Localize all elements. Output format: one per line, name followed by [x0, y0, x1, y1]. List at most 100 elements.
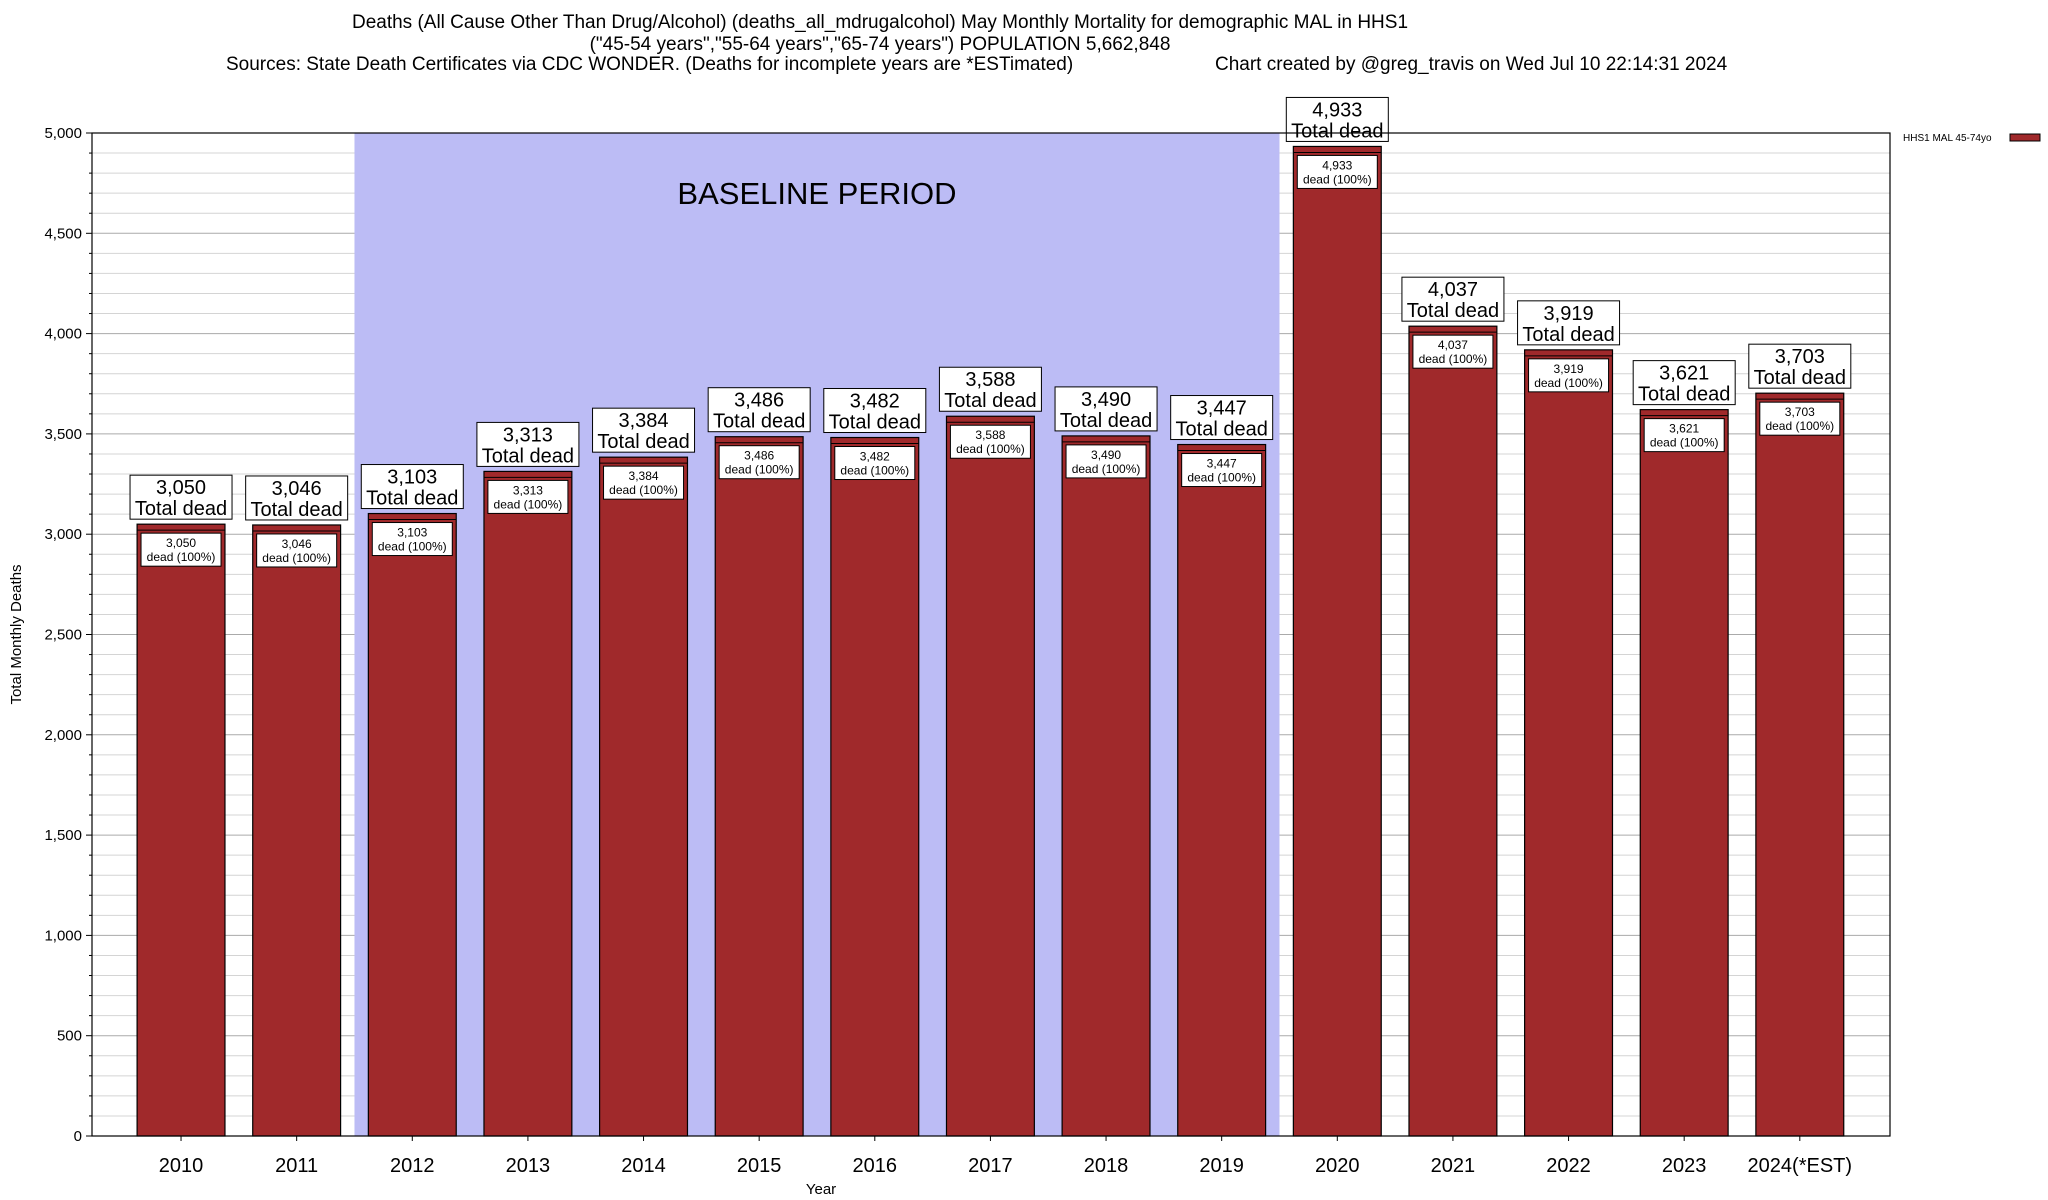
- y-tick-label: 3,500: [44, 426, 82, 443]
- bar-top-value-label: 3,103: [387, 467, 437, 489]
- bar-inner-value-label: 3,703: [1785, 405, 1815, 419]
- x-tick-label: 2013: [506, 1155, 551, 1177]
- bar-top-value-label: 3,490: [1081, 389, 1131, 411]
- bar-top-total-label: Total dead: [135, 498, 227, 520]
- bar: [1524, 349, 1614, 1137]
- legend: HHS1 MAL 45-74yo: [1903, 133, 2041, 144]
- x-tick-label: 2012: [390, 1155, 435, 1177]
- y-tick-label: 4,000: [44, 326, 82, 343]
- bar: [483, 470, 573, 1137]
- bar-inner-label-box: [1065, 444, 1147, 479]
- bar-inner-pct-label: dead (100%): [725, 463, 794, 477]
- bar: [367, 512, 457, 1137]
- bar-inner-label-box: [1643, 418, 1725, 453]
- bar-top-value-label: 3,486: [734, 390, 784, 412]
- bar-top-label-box: [1517, 300, 1621, 346]
- bar-top-total-label: Total dead: [251, 499, 343, 521]
- bar-top-value-label: 3,703: [1775, 346, 1825, 368]
- bar-top-label-box: [360, 464, 464, 510]
- bar-top-label-box: [592, 407, 696, 453]
- bar-top-label-box: [129, 474, 233, 520]
- bar-top-value-label: 3,046: [272, 478, 322, 500]
- bar-inner-label-box: [256, 533, 338, 568]
- bar-top-value-label: 3,384: [619, 410, 669, 432]
- x-tick-label: 2023: [1662, 1155, 1707, 1177]
- bar-inner-value-label: 4,037: [1438, 338, 1468, 352]
- bar-inner-label-box: [371, 522, 453, 557]
- bar-top-total-label: Total dead: [1754, 367, 1846, 389]
- bar-top-total-label: Total dead: [1060, 410, 1152, 432]
- bar-top-value-label: 4,037: [1428, 279, 1478, 301]
- bar-inner-value-label: 3,588: [975, 428, 1005, 442]
- bar-top-label-box: [1285, 96, 1389, 142]
- bar-inner-value-label: 3,486: [744, 449, 774, 463]
- bar-top-total-label: Total dead: [1176, 419, 1268, 441]
- bar-top-label-box: [1748, 343, 1852, 389]
- bar-inner-pct-label: dead (100%): [378, 540, 447, 554]
- x-tick-label: 2016: [853, 1155, 898, 1177]
- bar-top-total-label: Total dead: [713, 411, 805, 433]
- x-tick-label: 2022: [1546, 1155, 1591, 1177]
- bar-inner-pct-label: dead (100%): [1765, 419, 1834, 433]
- bar-inner-value-label: 3,490: [1091, 448, 1121, 462]
- bar: [1639, 409, 1729, 1137]
- y-tick-label: 3,000: [44, 526, 82, 543]
- y-tick-label: 2,000: [44, 727, 82, 744]
- bar-top-value-label: 3,482: [850, 391, 900, 413]
- bar: [1408, 325, 1498, 1137]
- x-tick-label: 2014: [621, 1155, 666, 1177]
- bar-top-value-label: 3,919: [1544, 303, 1594, 325]
- bar-top-total-label: Total dead: [1638, 384, 1730, 406]
- bar-inner-pct-label: dead (100%): [1187, 471, 1256, 485]
- bar-top-value-label: 3,050: [156, 477, 206, 499]
- y-tick-label: 2,500: [44, 627, 82, 644]
- bar-top-label-box: [476, 421, 580, 467]
- bar-top-total-label: Total dead: [482, 445, 574, 467]
- bar-top-label-box: [1170, 395, 1274, 441]
- bar-inner-label-box: [949, 424, 1031, 459]
- bar-inner-pct-label: dead (100%): [1534, 376, 1603, 390]
- x-tick-label: 2017: [968, 1155, 1013, 1177]
- x-tick-label: 2010: [159, 1155, 204, 1177]
- bar-inner-value-label: 3,046: [282, 537, 312, 551]
- baseline-band-label: BASELINE PERIOD: [677, 176, 956, 211]
- bar-inner-value-label: 3,482: [860, 450, 890, 464]
- bar: [1061, 435, 1151, 1137]
- bar-inner-pct-label: dead (100%): [262, 551, 331, 565]
- bar-inner-pct-label: dead (100%): [1419, 352, 1488, 366]
- y-tick-label: 0: [74, 1128, 82, 1145]
- axes-layer: 0 500 1,000 1,500 2,000 2,500 3,000 3,500 4,000 4…: [8, 125, 1891, 1198]
- bar-top-value-label: 3,447: [1197, 398, 1247, 420]
- bar-inner-value-label: 3,384: [629, 469, 659, 483]
- y-tick-label: 1,000: [44, 927, 82, 944]
- bar-inner-pct-label: dead (100%): [1072, 462, 1141, 476]
- bar-inner-value-label: 3,621: [1669, 422, 1699, 436]
- bar-inner-label-box: [1296, 154, 1378, 189]
- bar: [136, 523, 226, 1137]
- bar-inner-value-label: 3,050: [166, 536, 196, 550]
- y-tick-label: 4,500: [44, 225, 82, 242]
- bar-inner-label-box: [140, 532, 222, 567]
- bar-top-total-label: Total dead: [829, 412, 921, 434]
- x-tick-label: 2019: [1199, 1155, 1244, 1177]
- bar: [1177, 443, 1267, 1137]
- x-tick-label: 2020: [1315, 1155, 1360, 1177]
- bar-inner-pct-label: dead (100%): [840, 464, 909, 478]
- bar-top-value-label: 3,621: [1659, 363, 1709, 385]
- x-tick-label: 2011: [275, 1155, 318, 1177]
- x-tick-label: 2015: [737, 1155, 782, 1177]
- legend-label: HHS1 MAL 45-74yo: [1903, 133, 1992, 144]
- x-axis-title: Year: [806, 1181, 836, 1198]
- bar-inner-value-label: 4,933: [1322, 158, 1352, 172]
- bar-top-total-label: Total dead: [597, 431, 689, 453]
- bar-inner-pct-label: dead (100%): [1650, 436, 1719, 450]
- bar-inner-pct-label: dead (100%): [494, 497, 563, 511]
- bar-inner-value-label: 3,447: [1207, 457, 1237, 471]
- bar-inner-label-box: [718, 445, 800, 480]
- x-tick-label: 2024(*EST): [1748, 1155, 1853, 1177]
- bar-top-label-box: [1632, 360, 1736, 406]
- legend-swatch: [2009, 133, 2041, 142]
- bar-inner-value-label: 3,919: [1554, 362, 1584, 376]
